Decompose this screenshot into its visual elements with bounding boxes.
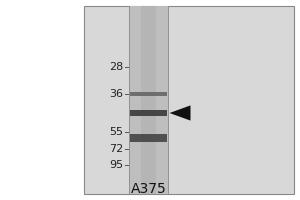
Text: 72: 72 bbox=[109, 144, 123, 154]
Text: 36: 36 bbox=[109, 89, 123, 99]
Text: 28: 28 bbox=[109, 62, 123, 72]
Bar bbox=[130, 134, 167, 142]
Text: 95: 95 bbox=[109, 160, 123, 170]
Bar bbox=[130, 110, 167, 116]
Polygon shape bbox=[169, 105, 190, 121]
Bar bbox=[129, 6, 168, 194]
Bar bbox=[130, 92, 167, 96]
Bar bbox=[141, 6, 156, 194]
Bar bbox=[84, 6, 294, 194]
Text: A375: A375 bbox=[130, 182, 166, 196]
Text: 55: 55 bbox=[109, 127, 123, 137]
